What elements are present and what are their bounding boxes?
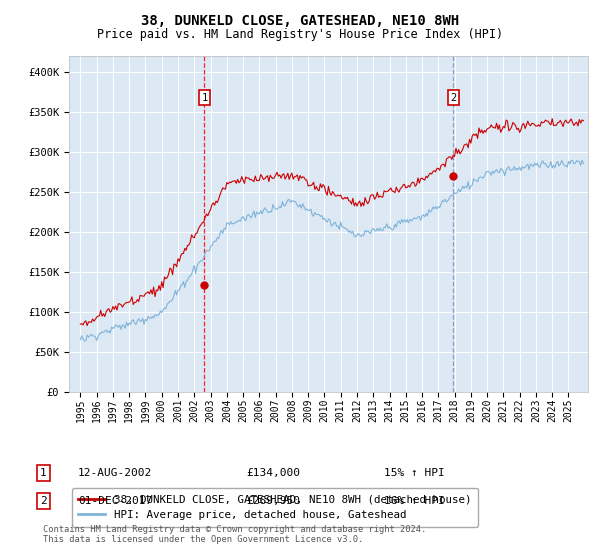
Text: £134,000: £134,000 [246, 468, 300, 478]
Text: £269,950: £269,950 [246, 496, 300, 506]
Text: 2: 2 [450, 92, 457, 102]
Text: 15% ↑ HPI: 15% ↑ HPI [384, 468, 445, 478]
Text: 38, DUNKELD CLOSE, GATESHEAD, NE10 8WH: 38, DUNKELD CLOSE, GATESHEAD, NE10 8WH [141, 14, 459, 28]
Text: 12-AUG-2002: 12-AUG-2002 [78, 468, 152, 478]
Text: 01-DEC-2017: 01-DEC-2017 [78, 496, 152, 506]
Text: 2: 2 [40, 496, 47, 506]
Text: 1: 1 [40, 468, 47, 478]
Text: Contains HM Land Registry data © Crown copyright and database right 2024.
This d: Contains HM Land Registry data © Crown c… [43, 525, 427, 544]
Text: 16% ↑ HPI: 16% ↑ HPI [384, 496, 445, 506]
Text: 1: 1 [201, 92, 208, 102]
Legend: 38, DUNKELD CLOSE, GATESHEAD, NE10 8WH (detached house), HPI: Average price, det: 38, DUNKELD CLOSE, GATESHEAD, NE10 8WH (… [72, 488, 478, 526]
Text: Price paid vs. HM Land Registry's House Price Index (HPI): Price paid vs. HM Land Registry's House … [97, 28, 503, 41]
